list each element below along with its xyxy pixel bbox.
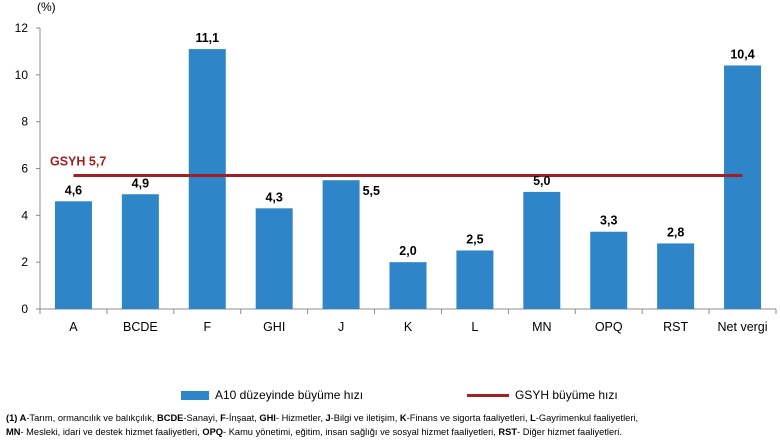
reference-line-label: GSYH 5,7 [50, 155, 106, 169]
bar [657, 243, 695, 309]
legend-label-bars: A10 düzeyinde büyüme hızı [215, 388, 364, 402]
legend-item-bars: A10 düzeyinde büyüme hızı [181, 388, 363, 402]
y-tick-label: 8 [21, 115, 28, 129]
bar [188, 49, 226, 309]
bar [724, 65, 762, 309]
data-label: 2,8 [667, 225, 684, 239]
x-tick-label: Net vergi [718, 320, 768, 334]
x-tick-label: L [471, 320, 478, 334]
footnote-code: (1) A [6, 413, 27, 423]
legend-label-line: GSYH büyüme hızı [515, 388, 618, 402]
footnote-code: J [325, 413, 331, 423]
y-axis-unit: (%) [37, 0, 56, 14]
data-label: 11,1 [195, 31, 219, 45]
footnote-text: -Sanayi, [183, 413, 221, 423]
footnote-text: - Mesleki, idari ve destek hizmet faaliy… [20, 427, 203, 437]
x-tick-label: K [404, 320, 413, 334]
data-label: 4,6 [65, 183, 82, 197]
y-tick-label: 2 [21, 255, 28, 269]
footnote-text: -İnşaat, [225, 413, 260, 423]
footnote-code: GHI [259, 413, 276, 423]
footnote-line-2: MN- Mesleki, idari ve destek hizmet faal… [6, 425, 778, 439]
y-tick-label: 4 [21, 208, 28, 222]
y-tick-label: 12 [15, 21, 29, 35]
chart: (%) 0 2 4 6 8 10 12 A BCDE F GHI J K L MN OPQ RST Net verg… [15, 0, 777, 334]
legend-swatch-line [467, 393, 509, 397]
footnote-code: BCDE [157, 413, 184, 423]
footnote-code: L [530, 413, 536, 423]
bar [121, 194, 159, 309]
footnote: (1) A-Tarım, ormancılık ve balıkçılık, B… [6, 411, 778, 439]
x-tick-label: J [338, 320, 344, 334]
footnote-text: - Kamu yönetimi, eğitim, insan sağlığı v… [223, 427, 499, 437]
x-tick-label: RST [663, 320, 688, 334]
bar [590, 231, 628, 309]
x-tick-label: A [69, 320, 78, 334]
footnote-code: K [399, 413, 407, 423]
data-label: 2,5 [466, 232, 483, 246]
footnote-code: MN [6, 427, 21, 437]
footnote-code: F [220, 413, 226, 423]
bar [523, 191, 561, 309]
data-label: 4,9 [132, 176, 149, 190]
footnote-text: -Gayrimenkul faaliyetleri, [535, 413, 639, 423]
footnote-text: - Diğer hizmet faaliyetleri. [517, 427, 622, 437]
x-tick-label: OPQ [595, 320, 623, 334]
footnote-code: RST [498, 427, 518, 437]
bar [322, 180, 360, 309]
x-tick-label: BCDE [123, 320, 158, 334]
x-tick-label: GHI [263, 320, 285, 334]
bar [389, 262, 427, 309]
footnote-line-1: (1) A-Tarım, ormancılık ve balıkçılık, B… [6, 411, 778, 425]
bar [54, 201, 92, 309]
bar [255, 208, 293, 309]
data-label: 5,0 [533, 174, 550, 188]
legend-item-line: GSYH büyüme hızı [467, 388, 618, 402]
bar [456, 250, 494, 309]
data-label: 10,4 [730, 47, 754, 61]
data-label: 4,3 [265, 190, 282, 204]
data-label: 3,3 [600, 214, 617, 228]
y-tick-label: 6 [21, 162, 28, 176]
footnote-text: -Finans ve sigorta faaliyetleri, [406, 413, 531, 423]
x-tick-label: MN [532, 320, 551, 334]
footnote-code: OPQ [202, 427, 224, 437]
footnote-text: -Tarım, ormancılık ve balıkçılık, [26, 413, 158, 423]
footnote-text: - Hizmetler, [275, 413, 326, 423]
y-tick-label: 10 [15, 68, 29, 82]
data-label: 5,5 [363, 184, 380, 198]
data-label: 2,0 [399, 244, 416, 258]
y-tick-label: 0 [21, 302, 28, 316]
legend-swatch-bars [181, 390, 209, 400]
legend: A10 düzeyinde büyüme hızı GSYH büyüme hı… [0, 388, 780, 406]
x-tick-label: F [203, 320, 211, 334]
footnote-text: -Bilgi ve iletişim, [330, 413, 400, 423]
